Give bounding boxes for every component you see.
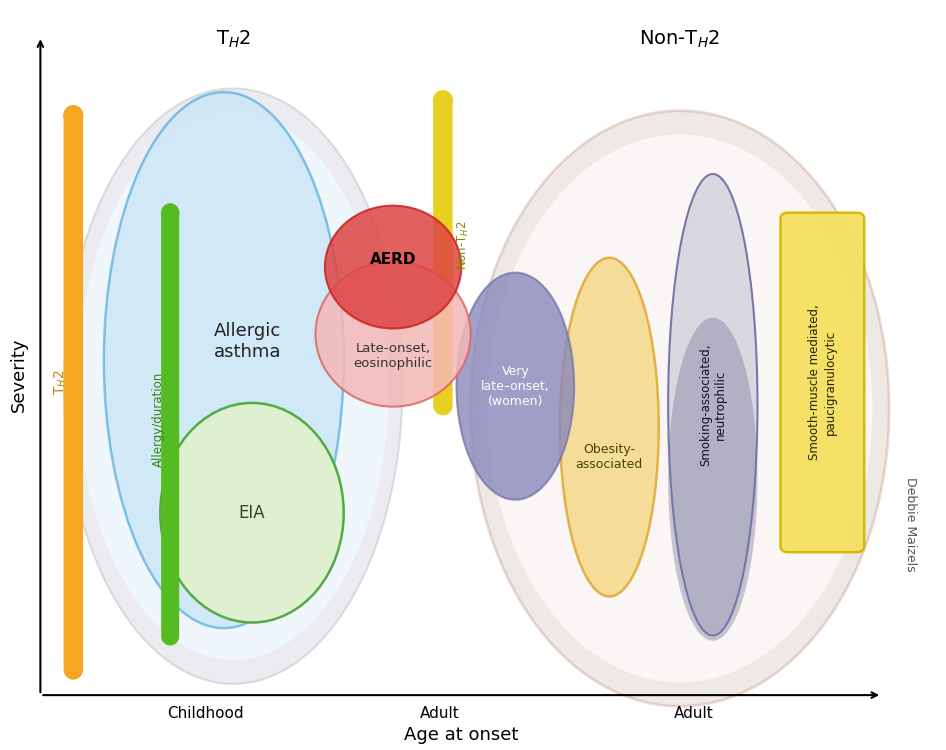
FancyBboxPatch shape: [780, 213, 865, 552]
Ellipse shape: [64, 88, 402, 684]
Text: T$_H$2: T$_H$2: [216, 28, 251, 50]
Text: Obesity-
associated: Obesity- associated: [576, 443, 643, 471]
Text: Adult: Adult: [420, 706, 460, 722]
Ellipse shape: [324, 206, 462, 328]
Text: Debbie Maizels: Debbie Maizels: [903, 476, 917, 572]
Ellipse shape: [471, 111, 889, 706]
Text: T$_H$2: T$_H$2: [53, 370, 69, 395]
Ellipse shape: [104, 92, 343, 628]
Text: Smoking-associated,
neutrophilic: Smoking-associated, neutrophilic: [699, 344, 727, 466]
Text: Age at onset: Age at onset: [404, 725, 518, 743]
Ellipse shape: [487, 134, 872, 683]
Ellipse shape: [160, 403, 343, 622]
Ellipse shape: [668, 318, 758, 640]
Text: Smooth-muscle mediated,
paucigranulocytic: Smooth-muscle mediated, paucigranulocyti…: [809, 304, 836, 460]
Ellipse shape: [78, 112, 389, 660]
Text: Very
late–onset,
(women): Very late–onset, (women): [481, 364, 550, 408]
Text: Non-T$_H$2: Non-T$_H$2: [456, 220, 471, 270]
Ellipse shape: [315, 262, 471, 407]
Text: EIA: EIA: [238, 504, 265, 522]
Text: Non-T$_H$2: Non-T$_H$2: [639, 28, 721, 50]
Text: Adult: Adult: [674, 706, 714, 722]
Text: AERD: AERD: [370, 252, 416, 267]
Ellipse shape: [560, 258, 658, 596]
Ellipse shape: [457, 273, 574, 500]
Ellipse shape: [668, 174, 758, 635]
Text: Allergic
asthma: Allergic asthma: [214, 322, 281, 361]
Text: Childhood: Childhood: [166, 706, 243, 722]
Text: Severity: Severity: [10, 338, 28, 412]
Text: Allergy/duration: Allergy/duration: [151, 372, 165, 467]
Text: Late-onset,
eosinophilic: Late-onset, eosinophilic: [354, 343, 432, 370]
